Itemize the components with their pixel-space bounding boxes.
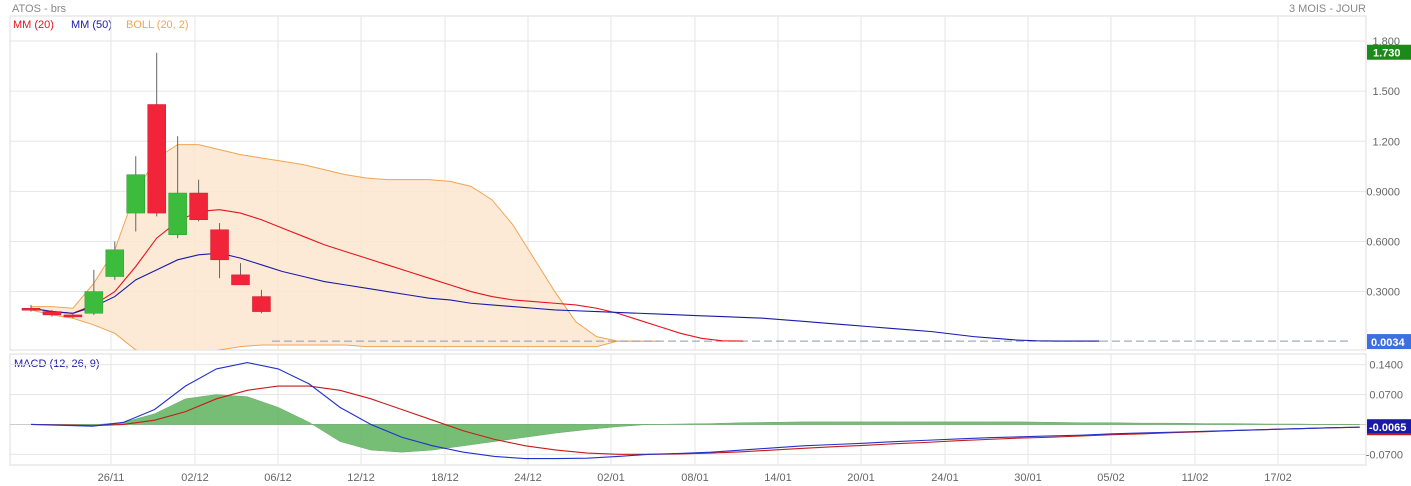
price-y-tick: 0.9000 — [1366, 186, 1400, 198]
x-tick-label: 26/11 — [98, 472, 125, 484]
price-y-tick: 0.6000 — [1366, 236, 1400, 248]
bollinger-band-fill — [31, 144, 660, 350]
candle-down — [147, 104, 166, 214]
x-tick-label: 12/12 — [347, 472, 375, 484]
x-tick-label: 05/02 — [1097, 472, 1125, 484]
x-tick-label: 02/01 — [597, 472, 625, 484]
macd-y-tick: 0.1400 — [1369, 360, 1403, 372]
x-tick-label: 24/01 — [931, 472, 959, 484]
x-tick-label: 02/12 — [181, 472, 209, 484]
legend-ma50: MM (50) — [71, 19, 112, 31]
x-tick-label: 20/01 — [847, 472, 875, 484]
candle-up — [105, 249, 125, 277]
ma50-line — [30, 252, 1100, 342]
candle-up — [126, 174, 145, 214]
candle-down — [63, 314, 83, 318]
x-tick-label: 06/12 — [264, 472, 292, 484]
candle-up — [84, 291, 104, 314]
candle-down — [210, 229, 229, 261]
candle-down — [252, 296, 271, 312]
macd-y-tick: 0.0700 — [1369, 390, 1403, 402]
price-y-tick: 1.500 — [1372, 86, 1400, 98]
signal-line — [30, 385, 1360, 455]
macd-value-tag-text: -0.0065 — [1369, 422, 1406, 434]
x-tick-label: 24/12 — [514, 472, 542, 484]
price-y-tick: 1.200 — [1372, 136, 1400, 148]
legend-bollinger: BOLL (20, 2) — [126, 19, 189, 31]
candle-down — [189, 192, 208, 220]
current-price-tag-text: 0.0034 — [1371, 337, 1406, 349]
last-price-tag — [1367, 44, 1411, 60]
macd-value-tag — [1367, 419, 1411, 435]
x-tick-label: 17/02 — [1264, 472, 1292, 484]
x-tick-label: 14/01 — [764, 472, 792, 484]
macd-line — [30, 361, 1360, 460]
legend-ma20: MM (20) — [13, 19, 54, 31]
candle-up — [168, 192, 187, 236]
bollinger-lower-line — [30, 309, 660, 350]
macd-histogram — [30, 394, 1360, 453]
legend-macd: MACD (12, 26, 9) — [14, 358, 100, 370]
macd-panel-frame — [9, 353, 1367, 466]
chart-title: ATOS - brs — [12, 3, 66, 15]
x-tick-label: 08/01 — [681, 472, 709, 484]
x-tick-label: 11/02 — [1182, 472, 1209, 484]
price-panel-frame — [9, 15, 1367, 351]
current-price-tag — [1367, 334, 1411, 350]
macd-y-tick: -0.0700 — [1366, 449, 1403, 461]
ma20-line — [30, 209, 744, 342]
last-price-tag-text: 1.730 — [1373, 48, 1401, 60]
candle-down — [21, 308, 41, 311]
candle-down — [42, 311, 62, 316]
x-tick-label: 30/01 — [1014, 472, 1042, 484]
period-label[interactable]: 3 MOIS - JOUR — [1288, 3, 1366, 15]
macd-signal-tag-edge — [1367, 433, 1411, 436]
candle-down — [231, 274, 250, 286]
x-tick-label: 18/12 — [431, 472, 459, 484]
price-y-tick: 0.3000 — [1366, 287, 1400, 299]
